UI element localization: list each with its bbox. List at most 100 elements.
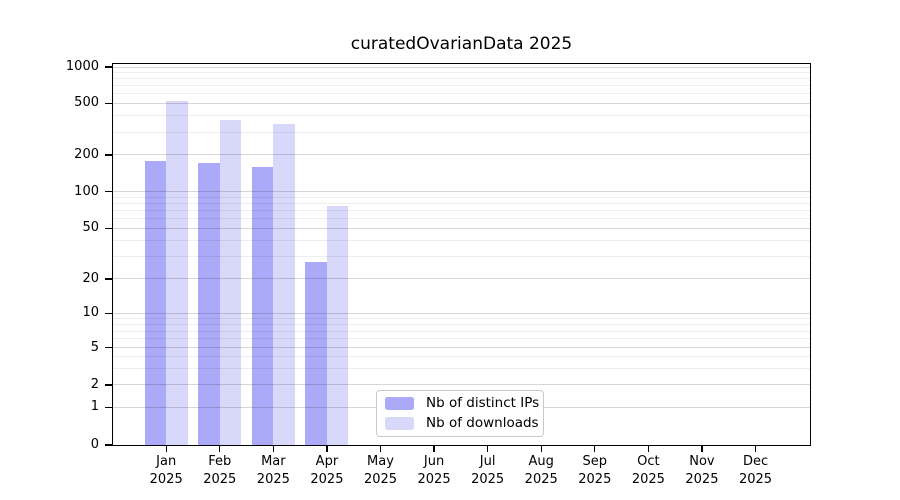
x-tick-mark bbox=[754, 445, 757, 452]
x-tick-label-apr: Apr 2025 bbox=[295, 453, 359, 488]
y-tick-label: 500 bbox=[74, 95, 99, 111]
gridline-minor bbox=[113, 367, 810, 369]
axis-ticks-layer: 0 1 2 5 10 20 50 100 200 500 1000 Jan 2025 Feb 2025 Mar… bbox=[66, 59, 810, 486]
x-tick-mark bbox=[326, 445, 328, 452]
gridline-minor bbox=[113, 338, 810, 340]
x-tick-year: 2025 bbox=[256, 471, 290, 487]
bar-jan-distinct-ips bbox=[144, 161, 167, 445]
x-tick-year: 2025 bbox=[631, 471, 665, 487]
x-tick-year: 2025 bbox=[310, 471, 344, 487]
gridline-minor bbox=[113, 115, 810, 117]
y-tick-mark bbox=[105, 66, 112, 68]
y-tick-label: 100 bbox=[74, 183, 99, 199]
x-tick-label-feb: Feb 2025 bbox=[188, 453, 252, 488]
x-tick-mark bbox=[433, 445, 435, 452]
bar-jan-downloads bbox=[166, 100, 188, 445]
gridline-major bbox=[113, 66, 810, 68]
x-tick-label-jun: Jun 2025 bbox=[402, 453, 466, 488]
bar-feb-distinct-ips bbox=[198, 162, 220, 445]
legend-item-distinct-ips: Nb of distinct IPs bbox=[385, 395, 539, 412]
gridline-major bbox=[113, 154, 810, 156]
y-tick-label: 50 bbox=[82, 220, 99, 236]
bar-feb-downloads bbox=[219, 119, 242, 445]
y-tick-label: 1 bbox=[90, 399, 99, 415]
chart-title: curatedOvarianData 2025 bbox=[350, 34, 573, 54]
y-tick-label: 0 bbox=[90, 437, 99, 452]
x-tick-year: 2025 bbox=[363, 471, 398, 487]
x-tick-month: May bbox=[367, 454, 394, 469]
x-tick-year: 2025 bbox=[149, 471, 183, 487]
x-tick-year: 2025 bbox=[471, 471, 505, 487]
x-tick-year: 2025 bbox=[578, 471, 612, 487]
x-tick-year: 2025 bbox=[203, 471, 237, 487]
y-tick-mark bbox=[105, 346, 112, 349]
bar-apr-distinct-ips bbox=[305, 262, 327, 445]
x-tick-label-nov: Nov 2025 bbox=[670, 453, 734, 488]
x-tick-month: Sep bbox=[582, 454, 608, 469]
bar-mar-distinct-ips bbox=[251, 166, 274, 445]
gridline-minor bbox=[113, 72, 810, 74]
gridline-major bbox=[113, 347, 810, 349]
bar-apr-downloads bbox=[326, 206, 349, 445]
gridline-major bbox=[113, 102, 810, 104]
y-tick-label: 5 bbox=[90, 339, 99, 355]
y-tick-label: 20 bbox=[82, 270, 99, 286]
x-tick-label-aug: Aug 2025 bbox=[509, 453, 573, 488]
y-tick-label: 1000 bbox=[65, 59, 99, 75]
x-tick-mark bbox=[594, 445, 596, 452]
x-tick-year: 2025 bbox=[685, 471, 719, 487]
y-tick-mark bbox=[105, 154, 112, 156]
grid-layer bbox=[113, 64, 810, 445]
legend-swatch-downloads bbox=[385, 417, 414, 430]
x-tick-label-dec: Dec 2025 bbox=[724, 453, 788, 488]
gridline-minor bbox=[113, 85, 810, 87]
y-tick-mark bbox=[105, 444, 112, 446]
x-tick-year: 2025 bbox=[524, 471, 558, 487]
x-tick-month: Oct bbox=[637, 454, 660, 469]
gridline-minor bbox=[113, 256, 810, 258]
x-tick-year: 2025 bbox=[738, 471, 773, 487]
gridline-major bbox=[113, 384, 810, 386]
gridline-minor bbox=[113, 202, 810, 204]
x-tick-label-sep: Sep 2025 bbox=[563, 453, 627, 488]
x-tick-mark bbox=[165, 445, 167, 452]
gridline-minor bbox=[113, 210, 810, 212]
x-tick-month: Mar bbox=[261, 454, 286, 469]
y-tick-label: 2 bbox=[90, 376, 99, 392]
gridline-minor bbox=[113, 131, 810, 133]
gridline-major bbox=[113, 191, 810, 193]
x-tick-month: Apr bbox=[315, 454, 339, 469]
y-tick-mark bbox=[105, 102, 112, 104]
x-tick-mark bbox=[540, 445, 542, 452]
bars-layer bbox=[113, 64, 810, 445]
x-tick-month: Feb bbox=[208, 454, 232, 469]
x-tick-month: Nov bbox=[689, 454, 715, 469]
y-tick-mark bbox=[105, 312, 112, 315]
x-tick-label-jul: Jul 2025 bbox=[456, 453, 520, 488]
y-tick-mark bbox=[105, 278, 112, 280]
x-tick-month: Jun bbox=[423, 454, 445, 469]
y-tick-label: 200 bbox=[74, 146, 99, 162]
x-tick-month: Jan bbox=[156, 454, 177, 469]
legend: Nb of distinct IPs Nb of downloads bbox=[376, 390, 544, 437]
x-tick-month: Dec bbox=[742, 454, 769, 469]
x-tick-label-may: May 2025 bbox=[349, 453, 413, 488]
x-tick-mark bbox=[219, 445, 221, 452]
x-tick-mark bbox=[486, 445, 489, 452]
legend-label-downloads: Nb of downloads bbox=[426, 415, 539, 431]
legend-item-downloads: Nb of downloads bbox=[385, 415, 539, 432]
x-tick-mark bbox=[272, 445, 275, 452]
legend-swatch-distinct-ips bbox=[385, 397, 414, 410]
x-tick-month: Jul bbox=[479, 454, 496, 469]
x-tick-year: 2025 bbox=[417, 471, 451, 487]
gridline-minor bbox=[113, 323, 810, 325]
y-tick-mark bbox=[105, 191, 112, 193]
gridline-minor bbox=[113, 356, 810, 358]
gridline-major bbox=[113, 227, 810, 229]
bar-mar-downloads bbox=[273, 124, 295, 445]
x-tick-mark bbox=[701, 445, 703, 452]
gridline-major bbox=[113, 312, 810, 314]
x-tick-label-oct: Oct 2025 bbox=[616, 453, 680, 488]
gridline-minor bbox=[113, 318, 810, 320]
